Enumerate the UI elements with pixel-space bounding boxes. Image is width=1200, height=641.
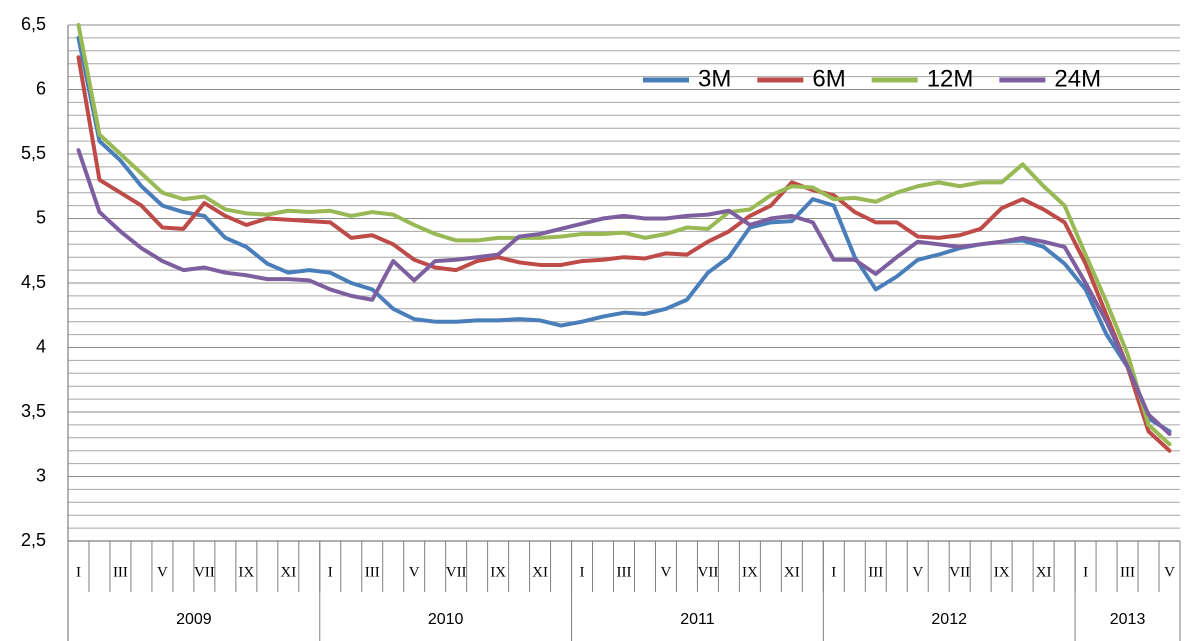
y-tick-label: 3 [36,465,46,485]
y-tick-label: 5 [36,207,46,227]
x-tick-label: III [1120,564,1135,580]
x-tick-label: V [409,564,420,580]
x-tick-label: VII [949,564,970,580]
legend-label: 12M [927,65,974,92]
x-tick-label: III [617,564,632,580]
x-tick-label: III [365,564,380,580]
legend-label: 3M [698,65,731,92]
y-tick-label: 6 [36,78,46,98]
y-tick-label: 5,5 [21,143,46,163]
y-tick-label: 6,5 [21,14,46,34]
y-tick-label: 2,5 [21,530,46,550]
series-line [76,55,1172,453]
year-label: 2012 [931,611,967,628]
x-tick-label: III [113,564,128,580]
x-tick-label: V [912,564,923,580]
x-tick-label: I [831,564,836,580]
y-tick-label: 3,5 [21,401,46,421]
x-tick-label: VII [446,564,467,580]
x-tick-label: XI [532,564,548,580]
x-tick-label: IX [742,564,758,580]
x-tick-label: VII [698,564,719,580]
x-tick-label: VII [194,564,215,580]
year-label: 2013 [1110,611,1146,628]
x-tick-label: IX [994,564,1010,580]
year-label: 2011 [680,611,715,628]
x-tick-label: V [157,564,168,580]
y-tick-label: 4,5 [21,272,46,292]
legend-label: 24M [1054,65,1101,92]
x-tick-label: IX [238,564,254,580]
x-tick-label: I [76,564,81,580]
x-tick-label: III [868,564,883,580]
x-tick-label: V [661,564,672,580]
y-tick-label: 4 [36,336,46,356]
x-tick-label: XI [1036,564,1052,580]
x-tick-label: IX [490,564,506,580]
x-tick-label: I [580,564,585,580]
series-line [76,23,1172,447]
year-label: 2009 [176,611,212,628]
series-line [76,148,1172,436]
year-label: 2010 [428,611,464,628]
x-tick-label: V [1164,564,1175,580]
x-tick-label: XI [280,564,296,580]
legend-label: 6M [812,65,845,92]
x-tick-label: XI [784,564,800,580]
x-tick-label: I [1083,564,1088,580]
x-tick-label: I [328,564,333,580]
